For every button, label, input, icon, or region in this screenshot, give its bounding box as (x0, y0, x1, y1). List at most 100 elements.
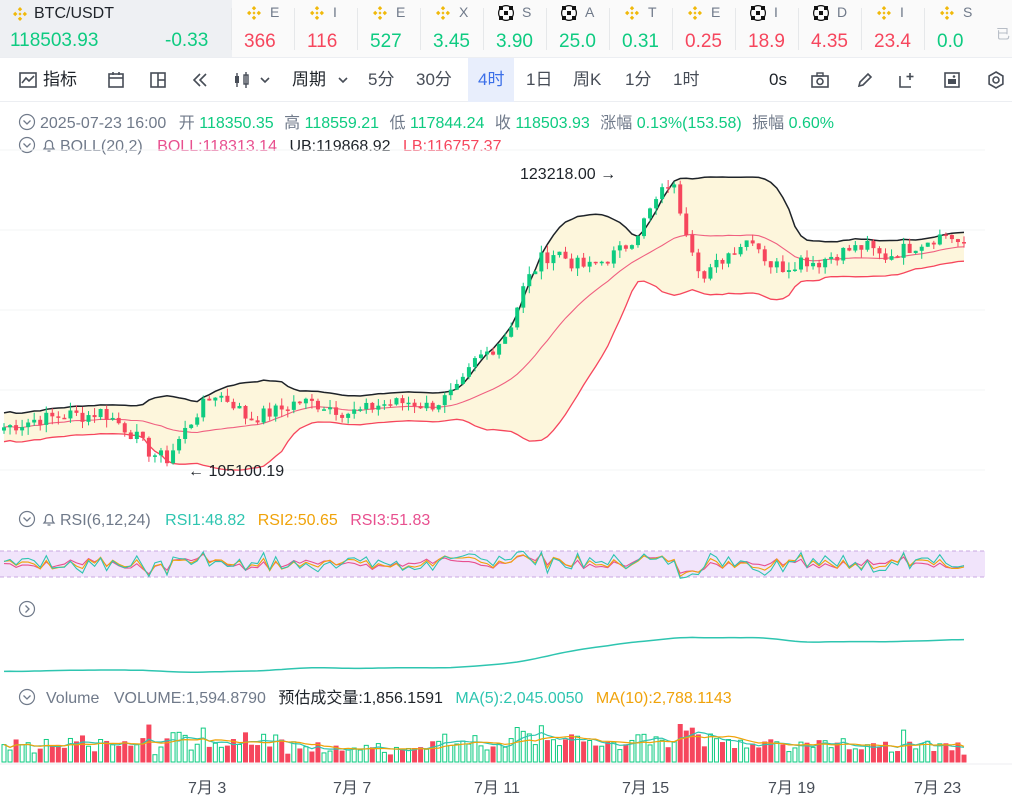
collapse-chevron-icon[interactable] (18, 688, 36, 706)
collapse-chevron-icon[interactable] (18, 510, 36, 528)
ticker-item[interactable]: X 3.45 (421, 0, 483, 57)
screenshot-icon[interactable] (942, 70, 962, 90)
alert-bell-icon[interactable] (40, 136, 58, 154)
indicators-button[interactable]: 指标 (43, 70, 77, 89)
volume-bar (25, 742, 31, 763)
expand-chevron-icon[interactable] (18, 600, 36, 618)
candle (962, 236, 966, 248)
ticker-item[interactable]: T 0.31 (610, 0, 672, 57)
candle (92, 408, 97, 423)
rsi-legend: RSI(6,12,24) RSI1:48.82 RSI2:50.65 RSI3:… (0, 510, 430, 530)
ticker-item[interactable]: S 3.90 (484, 0, 546, 57)
camera-icon[interactable] (810, 70, 830, 90)
alert-bell-icon[interactable] (40, 510, 58, 528)
candle (128, 429, 133, 440)
collapse-chevron-icon[interactable] (18, 113, 36, 131)
ticker-item-name: A (585, 4, 595, 20)
ticker-item[interactable]: E 366 (232, 0, 294, 57)
volume-bar (224, 745, 230, 763)
candle (26, 418, 31, 435)
rsi1-line (3, 550, 965, 579)
volume-bar (381, 751, 387, 763)
candle (177, 436, 182, 454)
boll-lower-line (3, 260, 965, 471)
close-label: 收 (494, 115, 511, 132)
candle (394, 397, 399, 406)
volume-bar (864, 744, 870, 763)
candlestick-type-icon[interactable] (232, 70, 252, 90)
volume-bar (798, 741, 804, 763)
candle (466, 363, 471, 380)
ticker-item[interactable]: I 23.4 (862, 0, 924, 57)
candle (593, 261, 598, 265)
interval-1h[interactable]: 1时 (673, 70, 700, 89)
volume-bar (43, 738, 49, 763)
volume-bar (399, 749, 405, 763)
candle (158, 447, 163, 463)
chevron-down-icon[interactable] (336, 70, 350, 90)
volume-bar (134, 744, 140, 763)
candle (50, 408, 55, 425)
interval-1m[interactable]: 1分 (625, 70, 652, 89)
interval-4h[interactable]: 4时 (468, 58, 515, 102)
volume-bar (732, 748, 738, 763)
candle (545, 245, 550, 270)
interval-1w[interactable]: 周K (573, 70, 602, 89)
ticker-item[interactable]: I 18.9 (736, 0, 798, 57)
main-symbol-card[interactable]: BTC/USDT 118503.93 -0.33 (0, 0, 232, 57)
volume-bar (1, 744, 7, 763)
volume-estimate: 预估成交量:1,856.1591 (278, 690, 443, 707)
candle (774, 257, 779, 273)
collapse-chevron-icon[interactable] (18, 136, 36, 154)
ticker-item[interactable]: E 0.25 (673, 0, 735, 57)
volume-bar (61, 747, 67, 763)
layout-icon[interactable] (148, 70, 168, 90)
volume-bar (744, 747, 750, 763)
ticker-item[interactable]: I 116 (295, 0, 357, 57)
x-axis-label: 7月 7 (333, 780, 372, 797)
volume-bar (569, 734, 575, 763)
interval-5m[interactable]: 5分 (368, 70, 395, 89)
calendar-icon[interactable] (106, 70, 126, 90)
candle (666, 180, 671, 193)
period-dropdown[interactable]: 周期 (292, 70, 326, 89)
volume-bar (339, 750, 345, 763)
pencil-icon[interactable] (855, 70, 875, 90)
volume-bar (110, 744, 116, 763)
candle (599, 260, 604, 266)
volume-bar (448, 744, 454, 763)
chevron-down-icon[interactable] (258, 70, 272, 90)
okx-logo-icon (813, 5, 829, 21)
candle (2, 423, 6, 434)
ticker-item[interactable]: A 25.0 (547, 0, 609, 57)
candle (865, 235, 870, 252)
interval-30m[interactable]: 30分 (416, 70, 452, 89)
candle (829, 252, 834, 264)
settings-gear-icon[interactable] (986, 70, 1006, 90)
volume-bar (961, 754, 967, 763)
candle (527, 266, 532, 294)
ticker-item-value: 3.45 (433, 31, 470, 52)
add-box-icon[interactable] (897, 70, 917, 90)
volume-bar (333, 745, 339, 763)
volume-bar (13, 739, 19, 763)
interval-1d[interactable]: 1日 (526, 70, 553, 89)
rsi-name: RSI(6,12,24) (60, 512, 151, 529)
volume-bars (1, 724, 967, 763)
volume-bar (230, 739, 236, 763)
candle (165, 445, 170, 467)
candle (853, 240, 858, 253)
ticker-more[interactable]: 已 (990, 0, 1012, 57)
ticker-item[interactable]: E 527 (358, 0, 420, 57)
candle (249, 411, 254, 421)
ticker-item[interactable]: S 0.0 (925, 0, 987, 57)
candle (267, 402, 272, 421)
candle (491, 347, 496, 356)
volume-bar (834, 742, 840, 763)
ticker-item[interactable]: D 4.35 (799, 0, 861, 57)
volume-bar (104, 740, 110, 763)
rewind-icon[interactable] (190, 70, 210, 90)
binance-logo-icon (940, 6, 954, 20)
candle (823, 257, 828, 274)
